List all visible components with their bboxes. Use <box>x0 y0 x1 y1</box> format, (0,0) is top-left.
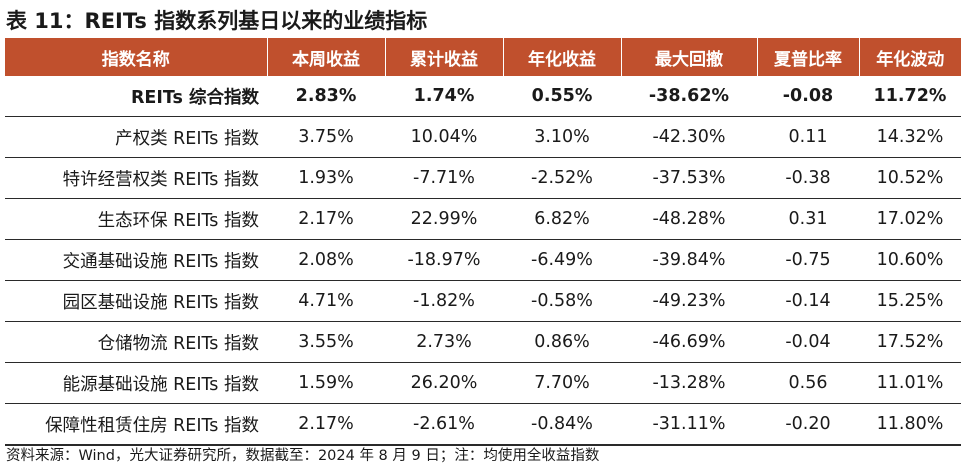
cumulative-return-cell: -1.82% <box>385 280 503 322</box>
weekly-return-cell: 2.83% <box>267 76 385 117</box>
annualized-volatility-cell: 11.80% <box>859 403 961 446</box>
weekly-return-cell: 2.08% <box>267 239 385 281</box>
max-drawdown-cell: -37.53% <box>621 157 757 199</box>
annualized-volatility-cell: 10.60% <box>859 239 961 281</box>
annualized-return-cell: 3.10% <box>503 116 621 158</box>
table-row: 仓储物流 REITs 指数 3.55% 2.73% 0.86% -46.69% … <box>5 321 961 363</box>
reits-performance-table: 指数名称 本周收益 累计收益 年化收益 最大回撤 夏普比率 年化波动 REITs… <box>5 38 961 446</box>
cumulative-return-cell: 26.20% <box>385 362 503 404</box>
max-drawdown-cell: -31.11% <box>621 403 757 446</box>
weekly-return-cell: 3.75% <box>267 116 385 158</box>
annualized-volatility-cell: 10.52% <box>859 157 961 199</box>
cumulative-return-cell: -2.61% <box>385 403 503 446</box>
header-max-drawdown: 最大回撤 <box>621 38 758 76</box>
header-sharpe-ratio: 夏普比率 <box>757 38 860 76</box>
sharpe-ratio-cell: -0.38 <box>757 157 859 199</box>
max-drawdown-cell: -39.84% <box>621 239 757 281</box>
annualized-return-cell: 0.55% <box>503 76 621 117</box>
max-drawdown-cell: -13.28% <box>621 362 757 404</box>
max-drawdown-cell: -49.23% <box>621 280 757 322</box>
max-drawdown-cell: -48.28% <box>621 198 757 240</box>
weekly-return-cell: 2.17% <box>267 198 385 240</box>
weekly-return-cell: 1.93% <box>267 157 385 199</box>
cumulative-return-cell: 2.73% <box>385 321 503 363</box>
header-annualized-volatility: 年化波动 <box>859 38 961 76</box>
sharpe-ratio-cell: -0.04 <box>757 321 859 363</box>
sharpe-ratio-cell: -0.14 <box>757 280 859 322</box>
table-row: 产权类 REITs 指数 3.75% 10.04% 3.10% -42.30% … <box>5 116 961 158</box>
annualized-return-cell: 6.82% <box>503 198 621 240</box>
header-index-name: 指数名称 <box>5 38 268 76</box>
weekly-return-cell: 4.71% <box>267 280 385 322</box>
table-row: REITs 综合指数 2.83% 1.74% 0.55% -38.62% -0.… <box>5 76 961 117</box>
sharpe-ratio-cell: -0.20 <box>757 403 859 446</box>
index-name-cell: 园区基础设施 REITs 指数 <box>5 280 267 322</box>
table-row: 生态环保 REITs 指数 2.17% 22.99% 6.82% -48.28%… <box>5 198 961 240</box>
index-name-cell: 特许经营权类 REITs 指数 <box>5 157 267 199</box>
table-row: 交通基础设施 REITs 指数 2.08% -18.97% -6.49% -39… <box>5 239 961 281</box>
annualized-volatility-cell: 15.25% <box>859 280 961 322</box>
index-name-cell: REITs 综合指数 <box>5 76 267 117</box>
sharpe-ratio-cell: -0.08 <box>757 76 859 117</box>
table-row: 保障性租赁住房 REITs 指数 2.17% -2.61% -0.84% -31… <box>5 403 961 446</box>
index-name-cell: 生态环保 REITs 指数 <box>5 198 267 240</box>
cumulative-return-cell: -18.97% <box>385 239 503 281</box>
header-cumulative-return: 累计收益 <box>385 38 504 76</box>
max-drawdown-cell: -38.62% <box>621 76 757 117</box>
index-name-cell: 交通基础设施 REITs 指数 <box>5 239 267 281</box>
sharpe-ratio-cell: 0.11 <box>757 116 859 158</box>
annualized-return-cell: -0.84% <box>503 403 621 446</box>
annualized-volatility-cell: 17.52% <box>859 321 961 363</box>
annualized-volatility-cell: 17.02% <box>859 198 961 240</box>
sharpe-ratio-cell: 0.56 <box>757 362 859 404</box>
index-name-cell: 仓储物流 REITs 指数 <box>5 321 267 363</box>
cumulative-return-cell: 1.74% <box>385 76 503 117</box>
table-row: 特许经营权类 REITs 指数 1.93% -7.71% -2.52% -37.… <box>5 157 961 199</box>
cumulative-return-cell: 10.04% <box>385 116 503 158</box>
header-weekly-return: 本周收益 <box>267 38 386 76</box>
index-name-cell: 产权类 REITs 指数 <box>5 116 267 158</box>
source-note: 资料来源：Wind，光大证券研究所，数据截至：2024 年 8 月 9 日；注：… <box>6 448 600 464</box>
annualized-return-cell: 0.86% <box>503 321 621 363</box>
sharpe-ratio-cell: 0.31 <box>757 198 859 240</box>
max-drawdown-cell: -46.69% <box>621 321 757 363</box>
weekly-return-cell: 3.55% <box>267 321 385 363</box>
index-name-cell: 保障性租赁住房 REITs 指数 <box>5 403 267 446</box>
annualized-volatility-cell: 11.72% <box>859 76 961 117</box>
index-name-cell: 能源基础设施 REITs 指数 <box>5 362 267 404</box>
table-row: 园区基础设施 REITs 指数 4.71% -1.82% -0.58% -49.… <box>5 280 961 322</box>
annualized-return-cell: -2.52% <box>503 157 621 199</box>
annualized-return-cell: -0.58% <box>503 280 621 322</box>
header-annualized-return: 年化收益 <box>503 38 622 76</box>
table-row: 能源基础设施 REITs 指数 1.59% 26.20% 7.70% -13.2… <box>5 362 961 404</box>
annualized-return-cell: 7.70% <box>503 362 621 404</box>
annualized-volatility-cell: 14.32% <box>859 116 961 158</box>
sharpe-ratio-cell: -0.75 <box>757 239 859 281</box>
cumulative-return-cell: 22.99% <box>385 198 503 240</box>
table-title: 表 11：REITs 指数系列基日以来的业绩指标 <box>6 9 428 33</box>
annualized-return-cell: -6.49% <box>503 239 621 281</box>
weekly-return-cell: 1.59% <box>267 362 385 404</box>
max-drawdown-cell: -42.30% <box>621 116 757 158</box>
weekly-return-cell: 2.17% <box>267 403 385 446</box>
cumulative-return-cell: -7.71% <box>385 157 503 199</box>
header-row: 指数名称 本周收益 累计收益 年化收益 最大回撤 夏普比率 年化波动 <box>5 38 961 76</box>
annualized-volatility-cell: 11.01% <box>859 362 961 404</box>
